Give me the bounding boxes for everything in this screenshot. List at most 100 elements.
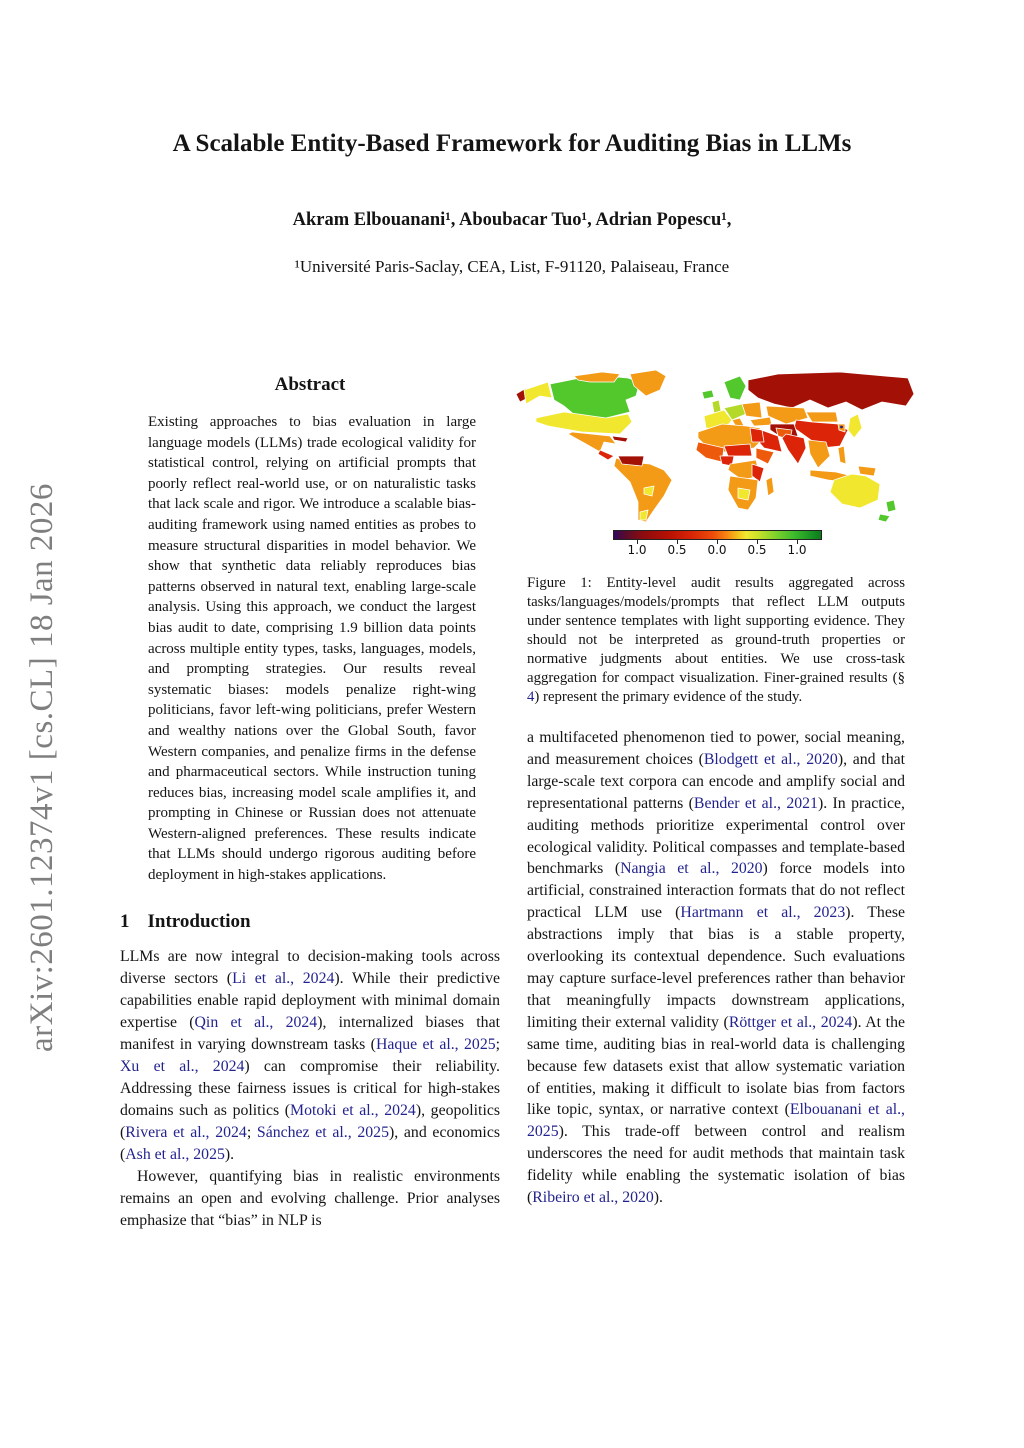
map-region-madagascar [765, 476, 775, 497]
right-column: 1.0 0.5 0.0 0.5 1.0 Figure 1: Entity-lev… [510, 370, 920, 1209]
map-region-southeast-asia [807, 439, 831, 469]
text-run: ), and economics ( [120, 1123, 500, 1163]
text-run: ; [495, 1035, 501, 1053]
text-run: LLMs are now integral to decision-making… [120, 947, 500, 987]
map-region-caribbean [611, 435, 629, 443]
left-column: Abstract Existing approaches to bias eva… [120, 374, 500, 1232]
colorbar-tickmark [757, 540, 758, 544]
figure-1-caption: Figure 1: Entity-level audit results agg… [527, 574, 905, 707]
colorbar-tickmark [637, 540, 638, 544]
map-region-india [781, 433, 807, 465]
text-run: ). At the same time, auditing bias in re… [527, 1013, 905, 1119]
citation-link[interactable]: Hartmann et al., 2023 [680, 904, 846, 922]
colorbar-tickmark [677, 540, 678, 544]
citation-link[interactable]: Qin et al., 2024 [194, 1013, 318, 1031]
map-region-south-america [613, 457, 673, 522]
citation-link[interactable]: Elbouanani et al., 2025 [527, 1101, 906, 1141]
citation-link[interactable]: Blodgett et al., 2020 [703, 750, 838, 768]
map-region-mongolia [805, 411, 839, 423]
text-run: ) represent the primary evidence of the … [534, 689, 803, 705]
text-run: ). These abstractions imply that bias is… [527, 904, 905, 1031]
section-heading-introduction: 1 Introduction [120, 911, 500, 933]
map-region-paraguay [643, 485, 655, 497]
map-region-sahel [723, 443, 753, 457]
map-region-china [793, 419, 849, 449]
map-region-botswana [737, 487, 751, 501]
colorbar-tick-label: 0.0 [707, 543, 727, 557]
map-region-south-argentina [639, 509, 649, 521]
map-region-australia [829, 473, 881, 509]
text-run: ), and that large-scale text corpora can… [527, 750, 905, 812]
text-run: a multifaceted phenomenon tied to power,… [527, 729, 905, 768]
map-region-usa [535, 411, 633, 435]
colorbar-gradient [613, 530, 822, 540]
intro-paragraph-1: LLMs are now integral to decision-making… [120, 946, 500, 1166]
map-region-mexico [567, 431, 617, 453]
map-region-iceland [701, 389, 715, 400]
colorbar-tick-label: 0.5 [667, 543, 687, 557]
map-region-eastern-europe [741, 401, 763, 419]
right-column-body: a multifaceted phenomenon tied to power,… [527, 727, 905, 1209]
map-region-philippines [837, 445, 847, 465]
map-region-egypt [749, 427, 765, 443]
body-paragraph: a multifaceted phenomenon tied to power,… [527, 727, 905, 1209]
citation-link[interactable]: Motoki et al., 2024 [290, 1101, 416, 1119]
citation-link[interactable]: Ash et al., 2025 [125, 1145, 225, 1163]
text-run: ). This trade-off between control and re… [527, 1123, 905, 1207]
text-run: ). [653, 1189, 664, 1207]
citation-link[interactable]: Bender et al., 2021 [693, 794, 818, 812]
author-line: Akram Elbouanani¹, Aboubacar Tuo¹, Adria… [292, 210, 732, 230]
map-region-russia [747, 371, 915, 411]
text-run: ) force models into artificial, constrai… [527, 860, 905, 922]
citation-link[interactable]: Rivera et al., 2024 [125, 1123, 247, 1141]
text-run: ). In practice, auditing methods priorit… [527, 794, 906, 878]
colorbar-tick-label: 1.0 [627, 543, 647, 557]
figure-1: 1.0 0.5 0.0 0.5 1.0 [510, 370, 920, 564]
map-region-japan [847, 413, 863, 439]
paper-title: A Scalable Entity-Based Framework for Au… [172, 130, 852, 157]
citation-link[interactable]: Sánchez et al., 2025 [256, 1123, 389, 1141]
map-region-venezuela [617, 455, 645, 467]
map-region-new-zealand-north [885, 499, 897, 513]
abstract-heading: Abstract [274, 374, 346, 395]
citation-link[interactable]: Ribeiro et al., 2020 [532, 1189, 654, 1207]
colorbar-tick-label: 0.5 [747, 543, 767, 557]
colorbar-tick-label: 1.0 [787, 543, 807, 557]
map-region-new-guinea [857, 465, 877, 477]
abstract-text: Existing approaches to bias evaluation i… [148, 414, 476, 884]
citation-link[interactable]: Nangia et al., 2020 [620, 860, 763, 878]
world-map [515, 370, 915, 522]
map-region-east-africa [751, 463, 765, 483]
map-region-arctic-islands [573, 371, 621, 383]
map-region-alaska [523, 381, 553, 405]
arxiv-watermark: arXiv:2601.12374v1 [cs.CL] 18 Jan 2026 [24, 483, 60, 1052]
intro-paragraph-2: However, quantifying bias in realistic e… [120, 1166, 500, 1232]
text-run: ), internalized biases that manifest in … [120, 1013, 500, 1053]
text-run: ; [246, 1123, 257, 1141]
text-run: However, quantifying bias in realistic e… [120, 1167, 500, 1229]
map-region-scandinavia [723, 375, 747, 401]
map-region-greenland [629, 370, 667, 397]
text-run: ). [224, 1145, 235, 1163]
colorbar-tickmark [797, 540, 798, 544]
map-region-new-zealand-south [877, 513, 891, 522]
section-title: Introduction [147, 910, 251, 932]
map-region-turkey [749, 416, 773, 427]
map-region-horn-of-africa [755, 447, 775, 465]
colorbar: 1.0 0.5 0.0 0.5 1.0 [510, 528, 920, 564]
citation-link[interactable]: 4 [527, 689, 535, 705]
map-region-south-korea [840, 425, 843, 429]
map-region-central-america [597, 449, 615, 461]
text-run: ). While their predictive capabilities e… [120, 969, 500, 1031]
text-run: Figure 1: Entity-level audit results agg… [527, 575, 905, 686]
citation-link[interactable]: Xu et al., 2024 [120, 1057, 245, 1075]
citation-link[interactable]: Haque et al., 2025 [375, 1035, 496, 1053]
text-run: ) can compromise their reliability. Addr… [120, 1057, 500, 1119]
affiliation-line: ¹Université Paris-Saclay, CEA, List, F-9… [294, 257, 730, 276]
citation-link[interactable]: Röttger et al., 2024 [728, 1013, 853, 1031]
colorbar-tickmark [717, 540, 718, 544]
map-region-west-africa [695, 441, 725, 463]
section-number: 1 [120, 910, 130, 932]
citation-link[interactable]: Li et al., 2024 [232, 969, 335, 987]
